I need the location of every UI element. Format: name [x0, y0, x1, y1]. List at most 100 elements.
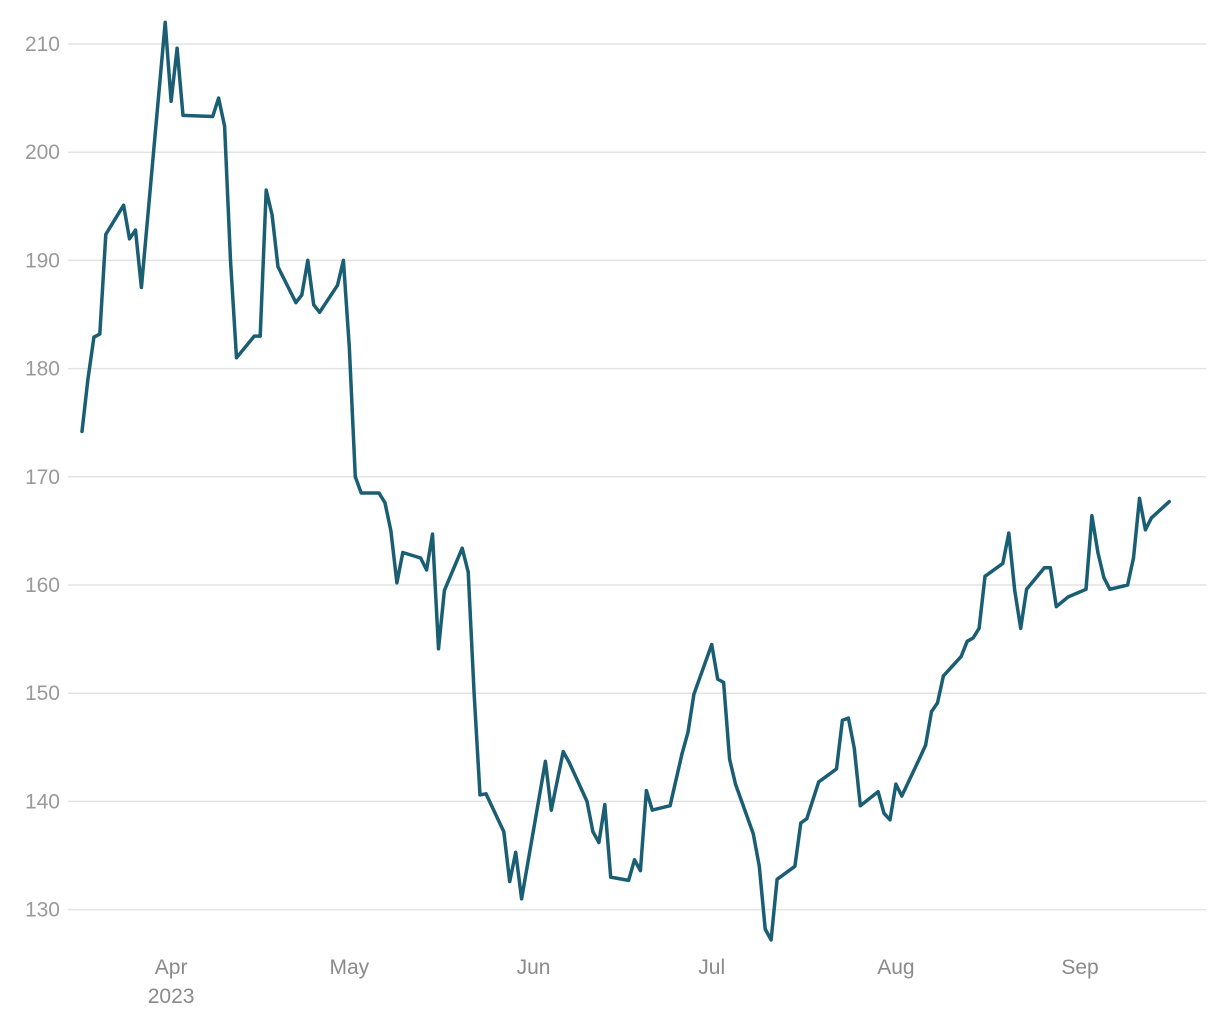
data-point — [1143, 528, 1147, 532]
data-point — [775, 877, 779, 881]
y-tick-label: 160 — [25, 574, 60, 597]
data-point — [882, 811, 886, 815]
data-point — [638, 869, 643, 873]
data-point — [1042, 566, 1046, 570]
data-point — [751, 832, 755, 836]
y-tick-label: 210 — [25, 33, 60, 56]
data-point — [1025, 587, 1029, 591]
data-point — [668, 804, 672, 808]
data-point — [935, 701, 940, 705]
data-point — [840, 718, 845, 722]
y-tick-label: 170 — [25, 466, 60, 489]
y-tick-label: 150 — [25, 682, 60, 705]
data-point — [793, 864, 797, 868]
data-point — [692, 692, 696, 696]
data-point — [846, 716, 851, 720]
data-point — [1084, 587, 1088, 591]
data-point — [567, 760, 571, 765]
data-point — [543, 759, 548, 764]
data-point — [508, 879, 512, 884]
data-point — [929, 710, 934, 714]
data-point — [92, 335, 96, 339]
data-point — [359, 491, 363, 495]
data-point — [401, 550, 405, 555]
data-point — [757, 864, 761, 868]
x-tick-label: Jul — [698, 956, 725, 979]
data-point — [1007, 531, 1011, 535]
data-point — [442, 588, 446, 593]
y-tick-label: 130 — [25, 899, 60, 922]
data-point — [318, 310, 322, 314]
data-point — [430, 532, 435, 536]
data-point — [98, 332, 102, 336]
data-point — [270, 213, 274, 217]
data-point — [258, 334, 262, 338]
data-point — [686, 730, 690, 734]
y-tick-label: 140 — [25, 790, 60, 813]
data-point — [419, 556, 423, 560]
data-point — [983, 574, 987, 578]
data-point — [1131, 556, 1136, 560]
data-point — [502, 830, 506, 834]
data-point — [122, 203, 126, 207]
y-axis-ticks: 130 140 150 160 170 180 190 200 210 — [25, 33, 60, 922]
x-axis-ticks: Apr 2023 May Jun Jul Aug Sep — [148, 956, 1099, 1008]
data-point — [650, 808, 654, 812]
gridlines — [68, 43, 1206, 911]
data-point — [514, 850, 518, 854]
data-point — [585, 799, 589, 804]
data-point — [223, 124, 227, 128]
data-point — [306, 258, 310, 262]
y-tick-label: 190 — [25, 249, 60, 272]
data-point — [1149, 516, 1153, 520]
data-point — [127, 237, 132, 241]
data-point — [353, 475, 357, 479]
data-point — [294, 301, 298, 305]
data-point — [965, 639, 969, 643]
data-point — [86, 377, 90, 381]
data-point — [728, 757, 732, 761]
data-point — [1066, 595, 1070, 599]
x-tick-label: Apr — [155, 956, 188, 979]
data-point — [971, 636, 975, 640]
data-point — [805, 817, 809, 821]
data-point — [1054, 605, 1058, 609]
data-point — [347, 345, 351, 349]
data-point — [1102, 575, 1106, 580]
data-point — [395, 581, 399, 585]
data-point — [1048, 566, 1052, 570]
data-point — [228, 258, 233, 262]
data-point — [632, 858, 637, 862]
data-point — [466, 570, 470, 574]
data-point — [1001, 561, 1005, 566]
data-point — [1096, 550, 1100, 555]
data-point — [941, 674, 946, 678]
data-point — [425, 568, 429, 572]
x-tick-label: Aug — [877, 956, 914, 979]
data-point — [217, 96, 221, 100]
data-point — [817, 780, 821, 784]
data-point — [1013, 588, 1017, 593]
x-tick-year-label: 2023 — [148, 985, 195, 1008]
data-point — [959, 654, 963, 659]
data-point — [722, 680, 726, 685]
series-points — [80, 20, 1171, 942]
data-point — [377, 491, 381, 495]
data-point — [894, 782, 898, 786]
data-point — [549, 808, 553, 812]
data-point — [900, 794, 904, 798]
data-point — [104, 232, 108, 236]
data-point — [597, 840, 601, 845]
data-point — [80, 429, 84, 433]
series-layer — [80, 20, 1171, 942]
y-tick-label: 180 — [25, 358, 60, 381]
data-point — [276, 265, 280, 269]
data-point — [252, 334, 256, 338]
data-point — [383, 501, 387, 505]
data-point — [1137, 496, 1142, 500]
data-point — [472, 691, 476, 695]
data-point — [1108, 587, 1112, 591]
x-tick-label: May — [329, 956, 369, 979]
data-point — [834, 767, 839, 771]
